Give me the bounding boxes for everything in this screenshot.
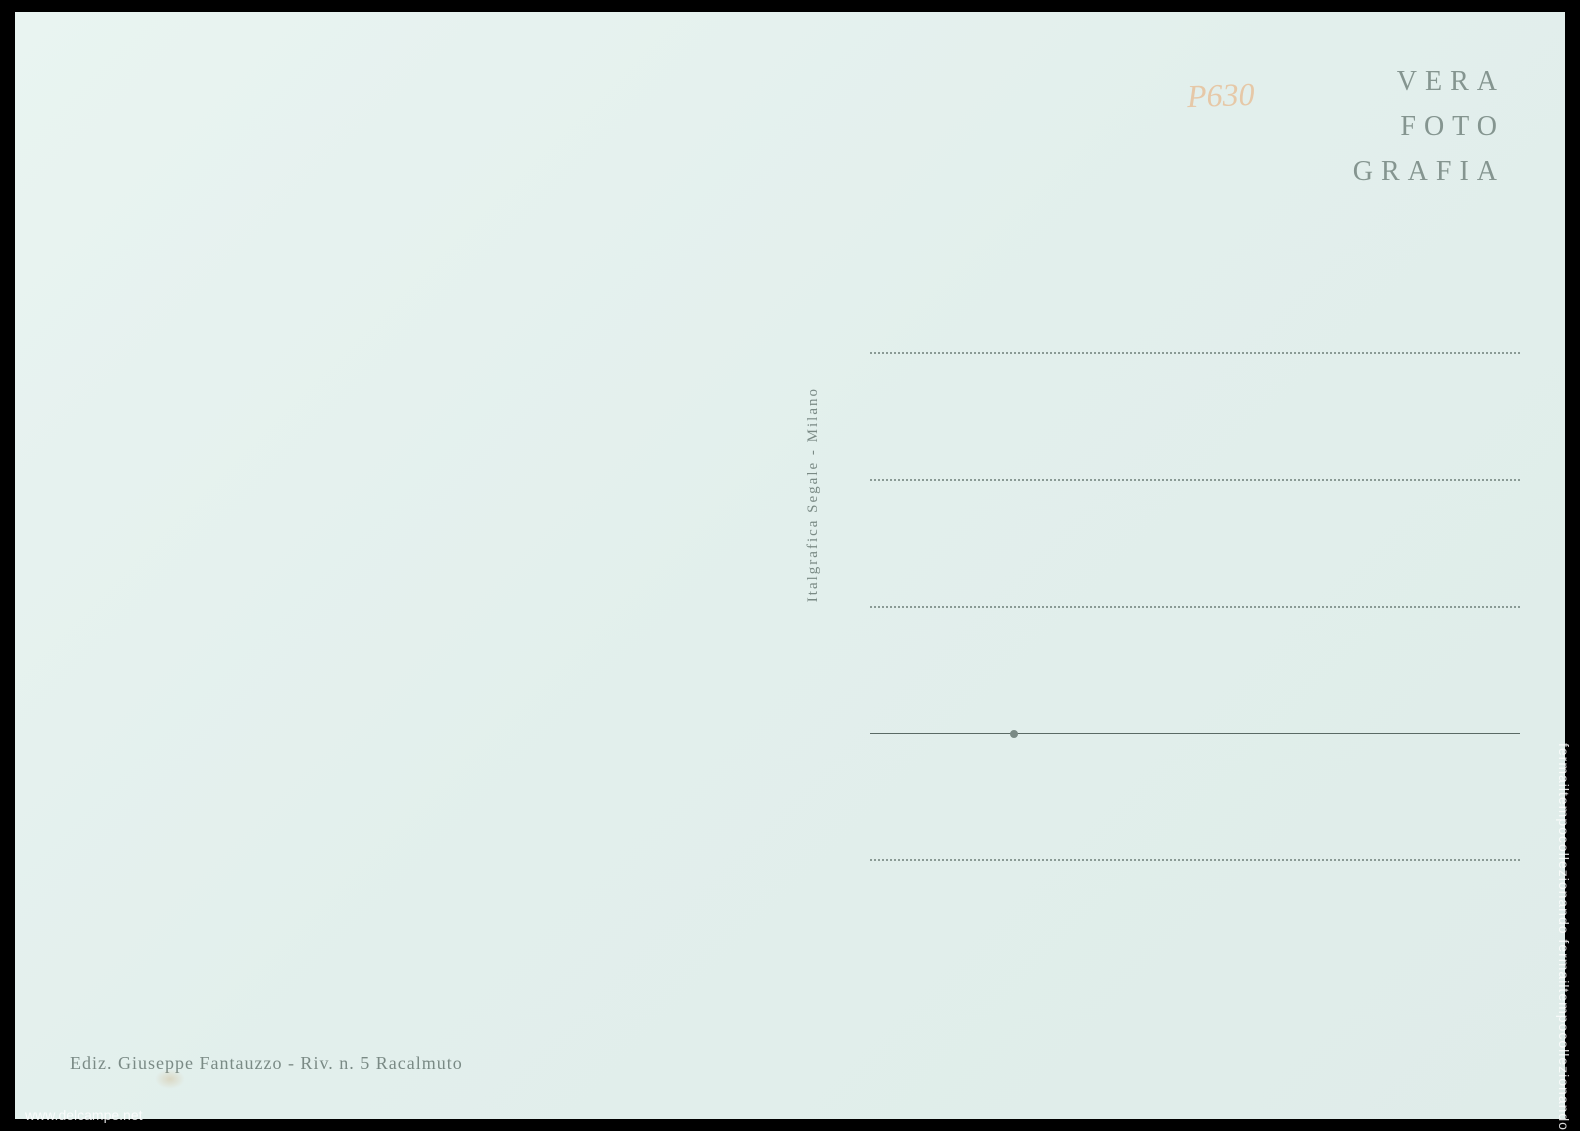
- printer-credit-vertical: Italgrafica Segale - Milano: [805, 387, 822, 602]
- address-lines-area: [870, 352, 1520, 986]
- handwritten-code: P630: [1187, 76, 1256, 115]
- watermark-seller: fermailtempocollezionando fermailtempoco…: [1556, 743, 1572, 1131]
- header-line-2: FOTO: [1353, 105, 1505, 150]
- watermark-source: www.delcampe.net: [25, 1107, 143, 1123]
- address-line: [870, 352, 1520, 354]
- header-line-1: VERA: [1353, 60, 1505, 105]
- address-line: [870, 479, 1520, 481]
- address-line: [870, 859, 1520, 861]
- postcard-back: P630 VERA FOTO GRAFIA Italgrafica Segale…: [15, 12, 1565, 1119]
- address-line: [870, 606, 1520, 608]
- header-line-3: GRAFIA: [1353, 150, 1505, 195]
- header-stamp-text: VERA FOTO GRAFIA: [1353, 60, 1505, 194]
- publisher-credit: Ediz. Giuseppe Fantauzzo - Riv. n. 5 Rac…: [70, 1053, 463, 1074]
- paper-stain: [155, 1069, 185, 1089]
- address-line: [870, 733, 1520, 734]
